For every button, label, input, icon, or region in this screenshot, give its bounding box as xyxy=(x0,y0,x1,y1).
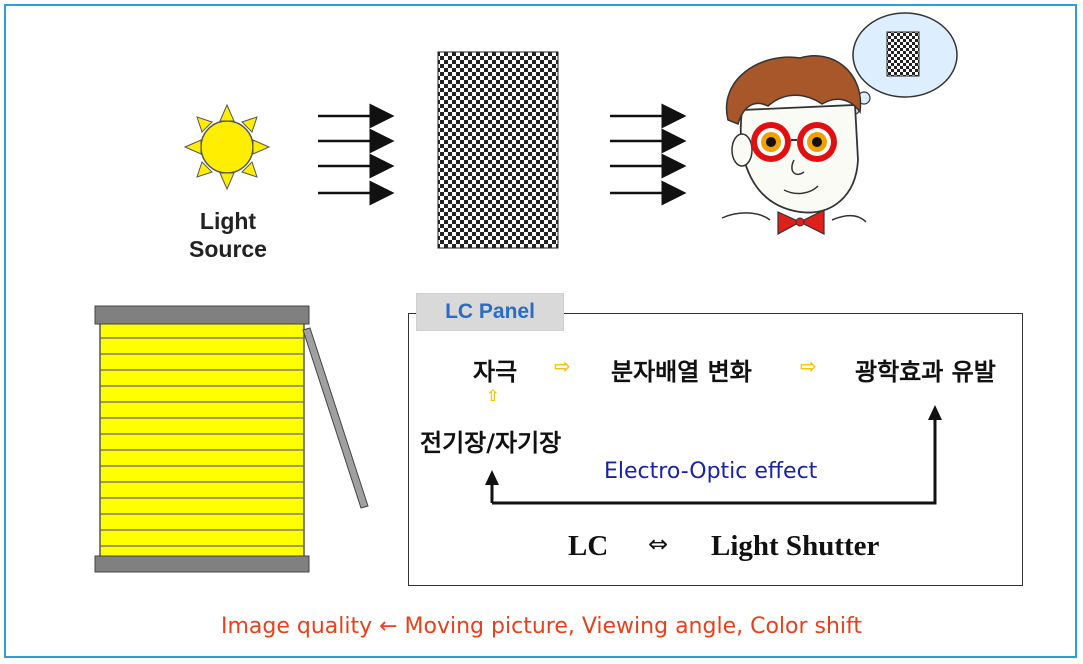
lc-panel-box xyxy=(408,313,1023,586)
arrow-up-icon: ⇧ xyxy=(486,386,500,405)
image-quality-note: Image quality ← Moving picture, Viewing … xyxy=(220,614,863,639)
arrow-right-icon: ⇨ xyxy=(800,354,817,378)
arrow-right-icon: ⇨ xyxy=(554,354,571,378)
light-arrows-left xyxy=(318,103,395,206)
optical-effect-label: 광학효과 유발 xyxy=(855,358,996,386)
light-arrows-right xyxy=(610,103,687,206)
arrow-up-right-head xyxy=(928,405,942,420)
field-label: 전기장/자기장 xyxy=(420,429,562,457)
light-shutter-label: Light Shutter xyxy=(711,530,880,562)
diagram-frame xyxy=(4,4,1077,658)
stimulus-label: 자극 xyxy=(473,358,518,386)
light-label-line2: Source xyxy=(189,236,267,262)
lc-label: LC xyxy=(568,530,609,562)
lc-panel-checker xyxy=(437,51,559,249)
window-blind-icon xyxy=(94,305,369,573)
lc-panel-tab: LC Panel xyxy=(416,293,564,331)
double-arrow-icon: ⇔ xyxy=(648,530,669,558)
arrow-up-left-head xyxy=(485,470,499,485)
viewer-face-icon xyxy=(721,12,958,236)
light-label-line1: Light xyxy=(199,208,257,234)
molecular-change-label: 분자배열 변화 xyxy=(611,358,752,386)
electro-optic-label: Electro-Optic effect xyxy=(604,459,818,484)
light-source-label: Light Source xyxy=(183,207,273,263)
sun-icon xyxy=(183,103,271,191)
